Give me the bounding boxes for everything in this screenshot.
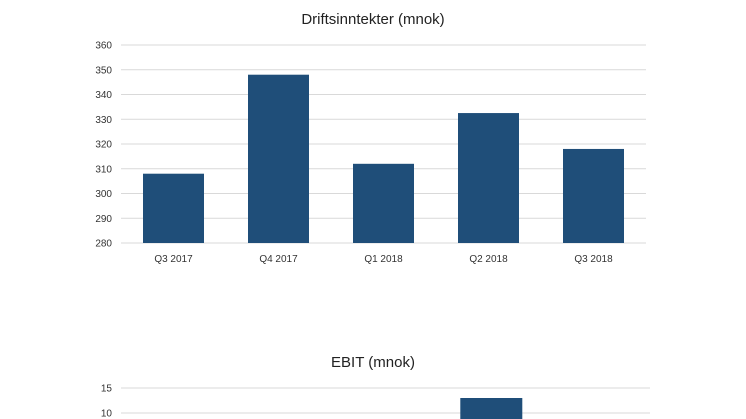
x-tick-label: Q4 2017	[259, 254, 298, 265]
x-tick-label: Q3 2017	[154, 254, 193, 265]
ebit-chart: EBIT (mnok) 10 15	[101, 354, 650, 419]
bar	[563, 148, 624, 243]
y-tick-label: 300	[95, 189, 112, 200]
revenue-chart-title: Driftsinntekter (mnok)	[301, 11, 444, 28]
y-tick-label: 280	[95, 239, 112, 250]
ebit-chart-title: EBIT (mnok)	[331, 354, 415, 371]
bar	[353, 163, 414, 243]
y-tick-label: 290	[95, 214, 112, 225]
bar	[460, 398, 523, 419]
bar	[248, 74, 309, 243]
bar	[458, 113, 519, 243]
y-tick-label: 360	[95, 41, 112, 52]
y-tick-label: 15	[101, 384, 113, 395]
bar	[143, 173, 204, 243]
revenue-chart: Driftsinntekter (mnok) 280 290 300 310 320 33…	[95, 11, 646, 265]
y-tick-label: 330	[95, 115, 112, 126]
y-tick-label: 10	[101, 409, 113, 419]
y-tick-label: 340	[95, 90, 112, 101]
y-tick-label: 310	[95, 164, 112, 175]
y-tick-label: 350	[95, 65, 112, 76]
x-tick-label: Q3 2018	[574, 254, 613, 265]
x-tick-label: Q2 2018	[469, 254, 508, 265]
x-tick-label: Q1 2018	[364, 254, 403, 265]
y-tick-label: 320	[95, 140, 112, 151]
